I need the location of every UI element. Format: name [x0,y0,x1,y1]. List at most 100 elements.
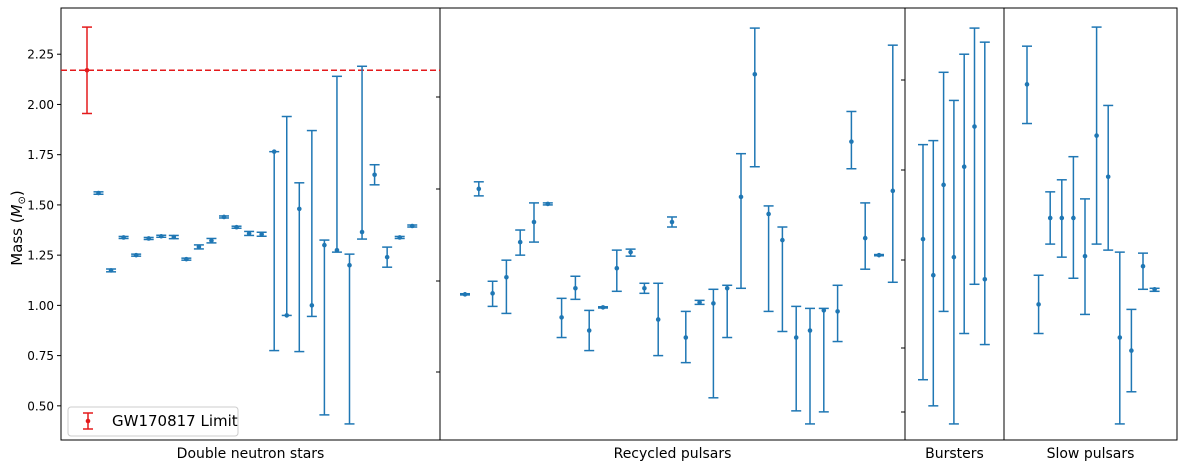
data-point [184,256,189,262]
data-point-group [860,202,871,270]
data-point [1105,174,1111,180]
data-point [309,303,315,308]
y-tick-label: 1.25 [27,249,54,263]
data-point-group [777,226,788,333]
data-point-group [1056,179,1067,258]
y-axis-label-text: Mass ( [8,217,26,265]
data-point-group [394,235,405,240]
data-point [655,317,661,322]
data-point-group [143,236,154,241]
data-point-group [625,248,636,257]
data-point-group [1080,198,1090,316]
data-point-group [611,249,622,293]
data-point [221,214,227,220]
data-point [246,231,252,236]
data-point [724,285,730,291]
data-point [322,242,327,248]
legend: GW170817 Limit [67,406,239,437]
data-point [941,182,946,188]
data-point-group [818,307,829,413]
data-point-group [1091,26,1102,245]
data-point [642,285,647,291]
data-point-group [269,149,280,352]
data-point [96,190,101,196]
data-point [234,224,239,230]
data-point [951,254,957,260]
data-point [1036,302,1041,307]
y-axis-label: Mass (M⊙) [8,190,28,266]
y-tick-label: 2.00 [27,98,54,112]
data-point [931,272,936,278]
data-point [683,335,689,340]
data-point-group [294,182,305,353]
panel-label: Recycled pulsars [614,446,732,462]
data-point-group [639,282,650,295]
y-tick-label: 0.75 [27,349,54,363]
data-point [490,291,495,296]
data-point-group [460,292,470,297]
data-point [559,315,564,320]
data-point-group [791,305,802,412]
data-point [171,234,177,240]
data-point-group [598,305,608,310]
data-point [133,252,139,258]
data-point-group [331,75,342,253]
data-point-group [979,41,990,346]
data-point-group [206,237,217,244]
data-point [384,254,390,260]
data-point-group [667,216,677,228]
data-point-group [763,205,774,313]
data-point-group [1126,308,1137,393]
data-point-group [382,246,393,268]
data-point-group [542,201,553,207]
data-point-group [407,223,418,229]
data-point-group [680,310,691,364]
data-point-group [1033,274,1044,335]
data-point-group [281,115,292,318]
data-point-group [193,244,204,250]
data-point [586,328,592,333]
data-point-group [948,99,959,425]
data-point-group [918,143,928,381]
data-point [614,265,620,271]
data-point [504,274,509,280]
y-tick-label: 1.00 [27,299,54,313]
data-point [1024,82,1030,87]
data-point-group [584,309,595,352]
y-tick-label: 1.75 [27,148,54,162]
data-point [347,262,352,268]
data-point-group [570,275,581,301]
data-point-group [473,181,484,197]
data-point [334,247,340,253]
y-tick-label: 0.50 [27,399,54,413]
data-point-group [653,282,664,357]
data-point-group [887,44,898,284]
data-point [259,231,264,237]
data-point [1129,348,1134,353]
panel-frame [1003,7,1178,441]
data-point [738,194,744,200]
data-point [628,249,633,255]
data-point-group [319,239,330,416]
limit-point [82,26,92,115]
data-point [573,285,578,291]
data-point [1140,263,1146,269]
data-point-group [969,27,980,286]
data-point-group [928,139,939,407]
data-point-group [131,252,142,258]
data-point-group [515,229,526,256]
legend-label: GW170817 Limit [112,412,238,430]
data-point-group [1114,251,1125,425]
data-point-group [722,284,733,339]
data-point-group [1045,191,1056,245]
data-point [1047,215,1053,221]
data-point-group [529,202,539,243]
data-point [196,244,202,250]
data-point-group [256,231,267,238]
data-point-group [1022,45,1032,125]
data-point-group [938,71,949,313]
data-point-group [106,268,117,273]
data-point-group [168,234,179,240]
data-point [108,268,114,273]
data-point-group [357,65,368,240]
